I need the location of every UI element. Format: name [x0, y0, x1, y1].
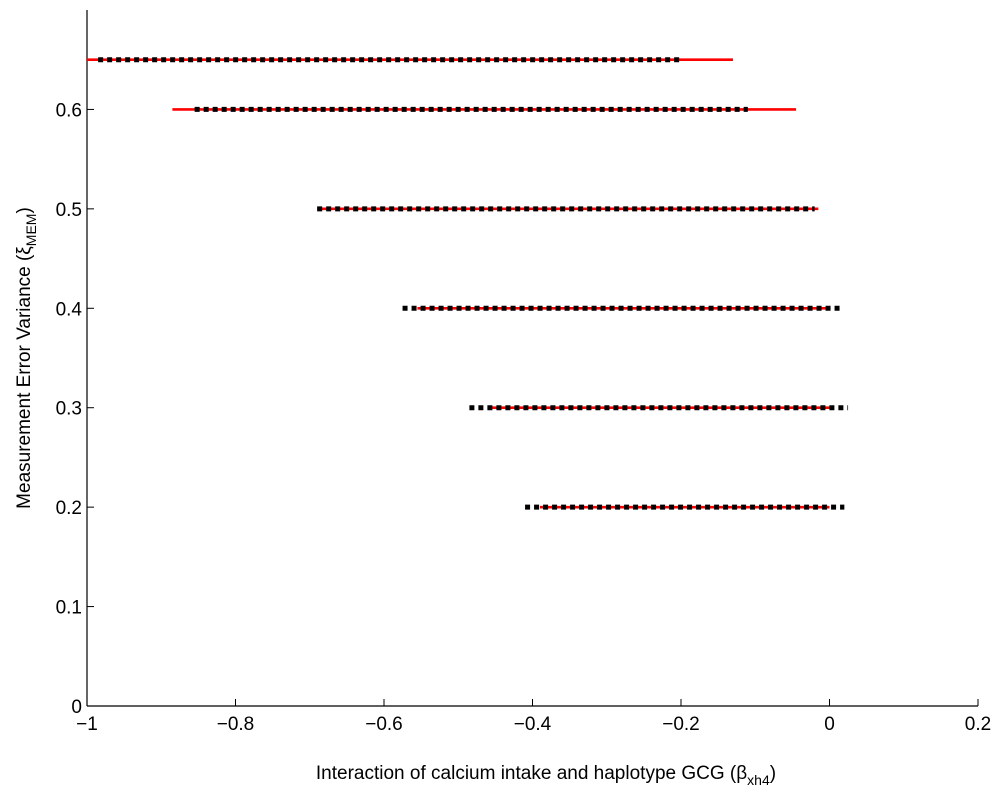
y-tick-label: 0.1	[56, 598, 82, 619]
plot-background	[87, 10, 978, 706]
y-tick-label: 0	[71, 697, 82, 718]
y-axis-title-main: Measurement Error Variance (ξ	[14, 246, 35, 509]
x-tick-label: −0.8	[217, 714, 255, 735]
x-axis-title-main: Interaction of calcium intake and haplot…	[316, 763, 747, 784]
y-tick-label: 0.2	[56, 498, 82, 519]
plot-area	[86, 10, 978, 707]
series-layer	[87, 57, 849, 510]
x-tick-label: −0.6	[365, 714, 403, 735]
y-tick-label: 0.6	[56, 100, 82, 121]
y-tick-label: 0.5	[56, 200, 82, 221]
x-axis-title-subscript: xh4	[747, 772, 770, 788]
x-tick-label: −0.2	[662, 714, 700, 735]
x-axis-title: Interaction of calcium intake and haplot…	[316, 763, 776, 788]
x-axis-title-close: )	[770, 763, 776, 784]
y-axis-title-close: )	[14, 207, 35, 213]
y-axis-title-subscript: MEM	[23, 214, 39, 247]
y-tick-label: 0.4	[56, 299, 83, 320]
x-axis-ticks: −1 −0.8 −0.6 −0.4 −0.2 0 0.2	[76, 699, 991, 735]
dotted-series	[98, 57, 849, 510]
y-axis-title: Measurement Error Variance (ξMEM)	[14, 207, 39, 509]
x-tick-label: 0.2	[965, 714, 991, 735]
y-axis-ticks: 0 0.1 0.2 0.3 0.4 0.5 0.6	[56, 100, 94, 718]
x-tick-label: 0	[824, 714, 835, 735]
x-tick-label: −0.4	[514, 714, 552, 735]
y-tick-label: 0.3	[56, 399, 82, 420]
x-tick-label: −1	[76, 714, 98, 735]
